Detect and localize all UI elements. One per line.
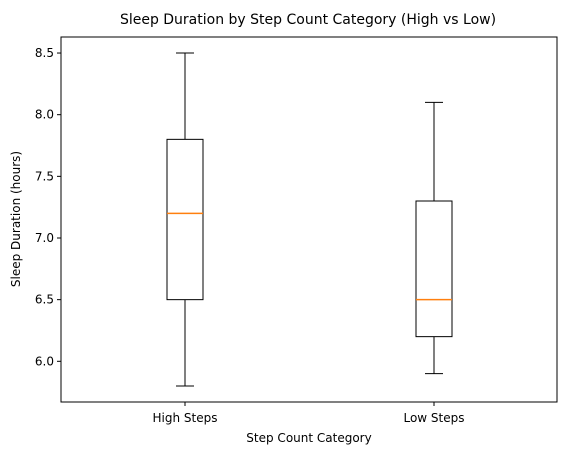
y-axis: 6.0 6.5 7.0 7.5 8.0 8.5 [35,46,61,368]
y-tick-label: 6.5 [35,293,54,307]
x-tick-label: High Steps [153,411,218,425]
x-axis: High Steps Low Steps [153,402,465,425]
iqr-box [415,200,453,338]
iqr-box [166,138,204,301]
chart-title: Sleep Duration by Step Count Category (H… [120,12,496,28]
plot-area-frame [60,36,558,403]
y-tick-label: 6.0 [35,354,54,368]
y-axis-label: Sleep Duration (hours) [9,151,23,287]
y-tick-label: 8.5 [35,46,54,60]
y-tick-label: 8.0 [35,108,54,122]
x-axis-label: Step Count Category [246,431,371,445]
boxes-group [166,52,453,387]
y-tick-label: 7.0 [35,231,54,245]
box-low-steps [415,101,453,375]
box-high-steps [166,52,204,387]
y-tick-label: 7.5 [35,169,54,183]
x-tick-label: Low Steps [403,411,464,425]
